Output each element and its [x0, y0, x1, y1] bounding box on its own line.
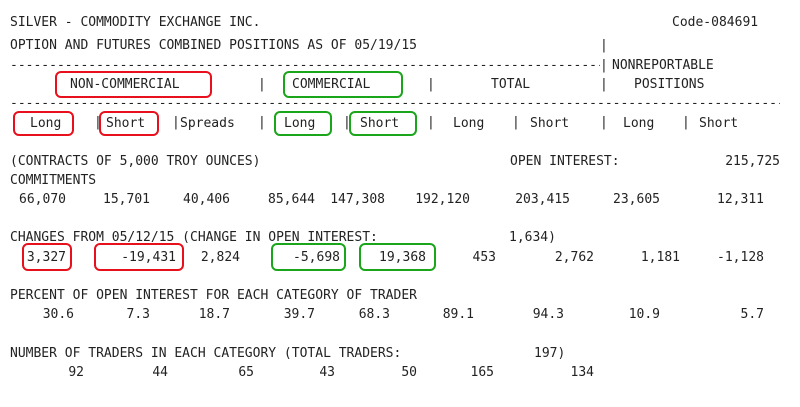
- commitments-t-short: 203,415: [515, 192, 570, 207]
- traders-total: 197): [534, 346, 566, 361]
- col-spreads: Spreads: [180, 116, 235, 131]
- commitments-nc-short: 15,701: [103, 192, 150, 207]
- change-t-short: 2,762: [554, 250, 594, 265]
- column-separator: |: [600, 58, 608, 73]
- commitments-c-long: 85,644: [268, 192, 315, 207]
- traders-t-short: 134: [570, 365, 594, 380]
- col-nc-short: Short: [106, 116, 146, 131]
- percent-spreads: 18.7: [198, 307, 230, 322]
- traders-label: NUMBER OF TRADERS IN EACH CATEGORY (TOTA…: [10, 346, 402, 361]
- col-nc-long: Long: [30, 116, 62, 131]
- commitments-c-short: 147,308: [330, 192, 385, 207]
- column-separator: |: [512, 115, 520, 130]
- col-c-short: Short: [360, 116, 400, 131]
- traders-t-long: 165: [470, 365, 494, 380]
- column-separator: |: [600, 115, 608, 130]
- traders-spreads: 65: [238, 365, 254, 380]
- highlight-nc-long: [13, 111, 74, 136]
- traders-nc-short: 44: [152, 365, 168, 380]
- percent-nc-long: 30.6: [42, 307, 74, 322]
- open-interest-value: 215,725: [725, 154, 780, 169]
- traders-c-long: 43: [319, 365, 335, 380]
- header-rule-top: ----------------------------------------…: [10, 58, 600, 73]
- noncommercial-heading: NON-COMMERCIAL: [70, 77, 180, 92]
- col-nr-long: Long: [623, 116, 655, 131]
- header-rule-bottom: ----------------------------------------…: [10, 96, 780, 111]
- col-t-short: Short: [530, 116, 570, 131]
- column-separator: |: [682, 115, 690, 130]
- col-c-long: Long: [284, 116, 316, 131]
- total-heading: TOTAL: [491, 77, 531, 92]
- column-separator: |: [172, 115, 180, 130]
- changes-label: CHANGES FROM 05/12/15 (CHANGE IN OPEN IN…: [10, 230, 378, 245]
- commitments-t-long: 192,120: [415, 192, 470, 207]
- highlight-commercial-heading: [283, 71, 403, 98]
- highlight-c-long: [274, 111, 332, 136]
- commitments-label: COMMITMENTS: [10, 173, 97, 188]
- percent-c-long: 39.7: [283, 307, 315, 322]
- column-separator: |: [343, 115, 351, 130]
- column-separator: |: [600, 38, 608, 53]
- commitments-spreads: 40,406: [183, 192, 230, 207]
- change-nc-long: 3,327: [26, 250, 66, 265]
- positions-label: POSITIONS: [634, 77, 705, 92]
- percent-nc-short: 7.3: [126, 307, 150, 322]
- col-nr-short: Short: [699, 116, 739, 131]
- open-interest-label: OPEN INTEREST:: [510, 154, 620, 169]
- col-t-long: Long: [453, 116, 485, 131]
- change-spreads: 2,824: [200, 250, 240, 265]
- column-separator: |: [94, 115, 102, 130]
- column-separator: |: [258, 77, 266, 92]
- percent-t-long: 89.1: [442, 307, 474, 322]
- traders-nc-long: 92: [68, 365, 84, 380]
- percent-nr-short: 5.7: [740, 307, 764, 322]
- commitments-nc-long: 66,070: [19, 192, 66, 207]
- highlight-c-short: [349, 111, 417, 136]
- percent-label: PERCENT OF OPEN INTEREST FOR EACH CATEGO…: [10, 288, 417, 303]
- highlight-change-nc-long: [22, 243, 72, 271]
- change-nr-long: 1,181: [640, 250, 680, 265]
- percent-nr-long: 10.9: [628, 307, 660, 322]
- contracts-label: (CONTRACTS OF 5,000 TROY OUNCES): [10, 154, 261, 169]
- highlight-change-c-long: [271, 243, 346, 271]
- report-code: Code-084691: [672, 15, 759, 30]
- change-c-short: 19,368: [379, 250, 426, 265]
- column-separator: |: [258, 115, 266, 130]
- traders-c-short: 50: [401, 365, 417, 380]
- highlight-noncommercial-heading: [55, 71, 212, 98]
- change-t-long: 453: [472, 250, 496, 265]
- nonreportable-label: NONREPORTABLE: [612, 58, 714, 73]
- column-separator: |: [600, 77, 608, 92]
- highlight-change-nc-short: [94, 243, 184, 271]
- report-subtitle: OPTION AND FUTURES COMBINED POSITIONS AS…: [10, 38, 417, 53]
- change-c-long: -5,698: [293, 250, 340, 265]
- oi-change-value: 1,634): [509, 230, 556, 245]
- commitments-nr-long: 23,605: [613, 192, 660, 207]
- column-separator: |: [427, 115, 435, 130]
- change-nc-short: -19,431: [121, 250, 176, 265]
- percent-c-short: 68.3: [358, 307, 390, 322]
- percent-t-short: 94.3: [532, 307, 564, 322]
- commitments-nr-short: 12,311: [717, 192, 764, 207]
- column-separator: |: [427, 77, 435, 92]
- commercial-heading: COMMERCIAL: [292, 77, 371, 92]
- report-title: SILVER - COMMODITY EXCHANGE INC.: [10, 15, 261, 30]
- highlight-nc-short: [99, 111, 159, 136]
- highlight-change-c-short: [359, 243, 436, 271]
- change-nr-short: -1,128: [717, 250, 764, 265]
